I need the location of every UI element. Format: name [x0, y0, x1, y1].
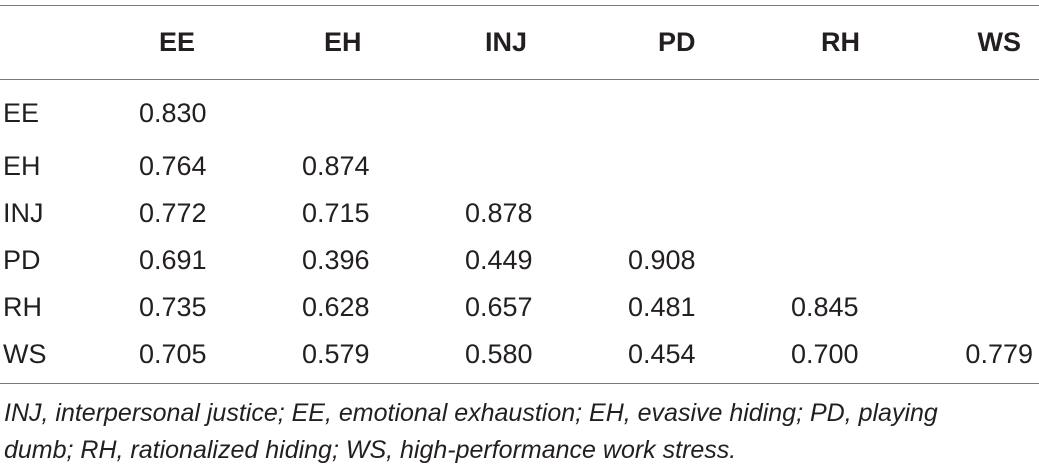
table-bottom-rule [0, 383, 1039, 384]
header-eh: EH [324, 27, 362, 57]
header-corner [0, 6, 139, 79]
table-cell: 0.449 [465, 245, 533, 275]
header-ws: WS [977, 27, 1022, 57]
table-cell [954, 284, 1039, 331]
header-inj: INJ [485, 27, 528, 57]
table-row: INJ 0.772 0.715 0.878 [0, 190, 1039, 237]
row-label: EH [3, 151, 41, 181]
table-cell: 0.700 [791, 339, 859, 369]
table-cell [954, 237, 1039, 284]
table-row: PD 0.691 0.396 0.449 0.908 [0, 237, 1039, 284]
table-cell [465, 143, 628, 190]
table-cell: 0.735 [139, 292, 207, 322]
table-cell: 0.691 [139, 245, 207, 275]
footnote-line-2: dumb; RH, rationalized hiding; WS, high-… [4, 436, 737, 464]
table-row: WS 0.705 0.579 0.580 0.454 0.700 0.779 [0, 331, 1039, 378]
table-cell [954, 143, 1039, 190]
header-ee: EE [159, 27, 196, 57]
header-pd: PD [658, 27, 696, 57]
row-label: INJ [3, 198, 44, 228]
table-cell: 0.705 [139, 339, 207, 369]
table-cell: 0.908 [628, 245, 696, 275]
table-cell: 0.657 [465, 292, 533, 322]
table-cell [791, 190, 954, 237]
table-cell [791, 143, 954, 190]
table-cell [954, 190, 1039, 237]
header-rh: RH [821, 27, 860, 57]
table-header-row: EE EH INJ PD RH WS [0, 6, 1039, 79]
table-top-rule [0, 5, 1039, 6]
table-cell: 0.772 [139, 198, 207, 228]
table-cell: 0.874 [302, 151, 370, 181]
table-cell [465, 79, 628, 143]
table-cell [628, 143, 791, 190]
table-cell: 0.715 [302, 198, 370, 228]
table-cell [791, 79, 954, 143]
table-cell: 0.764 [139, 151, 207, 181]
row-label: RH [3, 292, 42, 322]
table-cell [954, 79, 1039, 143]
table-cell: 0.878 [465, 198, 533, 228]
row-label: PD [3, 245, 41, 275]
table-cell: 0.779 [965, 339, 1033, 369]
table-cell: 0.845 [791, 292, 859, 322]
table-cell: 0.580 [465, 339, 533, 369]
footnote-line-1: INJ, interpersonal justice; EE, emotiona… [4, 399, 938, 427]
table-cell: 0.481 [628, 292, 696, 322]
table-cell [302, 79, 465, 143]
row-label: EE [3, 97, 40, 128]
table-row: RH 0.735 0.628 0.657 0.481 0.845 [0, 284, 1039, 331]
table-cell: 0.579 [302, 339, 370, 369]
row-label: WS [3, 339, 47, 369]
table-cell: 0.830 [139, 97, 207, 128]
correlation-table: EE EH INJ PD RH WS EE 0.830 EH 0.764 0.8… [0, 6, 1039, 378]
table-header-rule [0, 79, 1039, 80]
table-row: EH 0.764 0.874 [0, 143, 1039, 190]
table-cell [628, 79, 791, 143]
table-cell: 0.396 [302, 245, 370, 275]
table-row: EE 0.830 [0, 79, 1039, 143]
table-footnote: INJ, interpersonal justice; EE, emotiona… [4, 395, 1034, 469]
table-cell: 0.454 [628, 339, 696, 369]
table-cell [628, 190, 791, 237]
table-cell: 0.628 [302, 292, 370, 322]
table-cell [791, 237, 954, 284]
